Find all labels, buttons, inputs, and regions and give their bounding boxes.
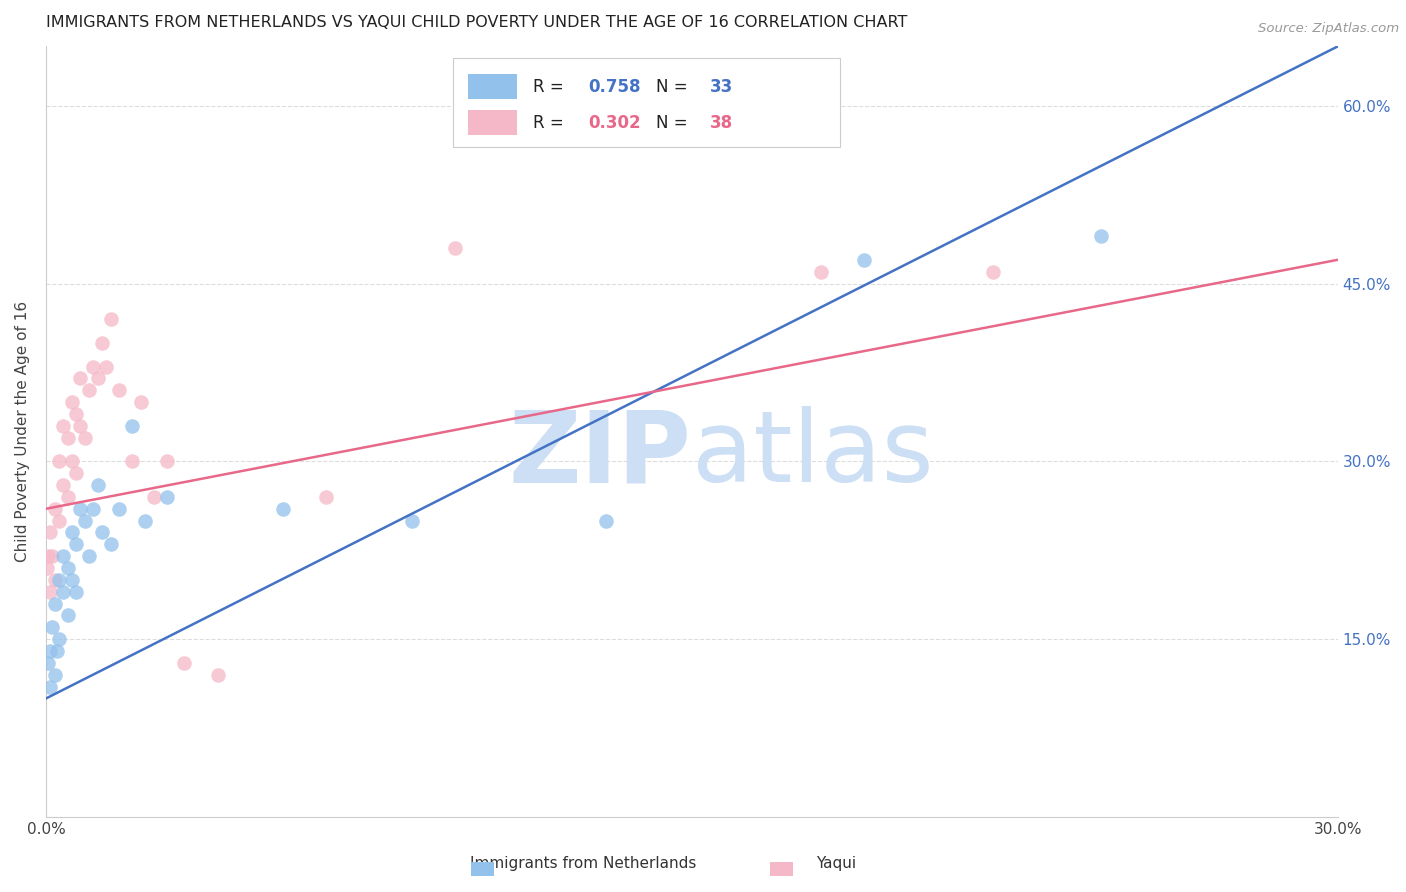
FancyBboxPatch shape — [468, 74, 517, 99]
Point — [44, 667, 66, 681]
Point — [60, 573, 83, 587]
Point — [56, 431, 79, 445]
Point — [77, 549, 100, 564]
Text: atlas: atlas — [692, 407, 934, 503]
Point — [129, 395, 152, 409]
Point — [60, 525, 83, 540]
Point — [52, 549, 75, 564]
Point — [810, 265, 832, 279]
Point — [56, 608, 79, 623]
Point — [44, 573, 66, 587]
Point — [155, 454, 177, 468]
Point — [108, 501, 131, 516]
Point — [39, 680, 62, 694]
Point — [155, 490, 177, 504]
Y-axis label: Child Poverty Under the Age of 16: Child Poverty Under the Age of 16 — [15, 301, 30, 562]
Point — [73, 514, 96, 528]
Point — [60, 454, 83, 468]
Point — [37, 656, 59, 670]
Point — [315, 490, 337, 504]
Point — [86, 371, 108, 385]
Point — [121, 454, 143, 468]
Point — [69, 371, 91, 385]
Point — [65, 467, 87, 481]
Text: 0.758: 0.758 — [589, 78, 641, 95]
Point — [86, 478, 108, 492]
Text: R =: R = — [533, 78, 569, 95]
Point — [44, 501, 66, 516]
Text: Yaqui: Yaqui — [817, 856, 856, 871]
Point — [41, 549, 63, 564]
Point — [65, 407, 87, 421]
Point — [48, 632, 70, 647]
Point — [82, 359, 104, 374]
Point — [134, 514, 156, 528]
Point — [207, 667, 229, 681]
Point — [39, 584, 62, 599]
Point — [60, 395, 83, 409]
Point — [48, 454, 70, 468]
Text: ZIP: ZIP — [509, 407, 692, 503]
Point — [595, 63, 617, 78]
Text: 0.302: 0.302 — [589, 113, 641, 132]
Point — [52, 584, 75, 599]
Point — [142, 490, 165, 504]
FancyBboxPatch shape — [453, 58, 841, 146]
Point — [48, 573, 70, 587]
Point — [444, 241, 467, 255]
Point — [1090, 229, 1112, 244]
Point — [91, 335, 114, 350]
Point — [69, 501, 91, 516]
Text: Immigrants from Netherlands: Immigrants from Netherlands — [470, 856, 697, 871]
Point — [37, 549, 59, 564]
Text: N =: N = — [655, 113, 693, 132]
Point — [853, 252, 876, 267]
Point — [45, 644, 67, 658]
Point — [44, 597, 66, 611]
Point — [56, 490, 79, 504]
Point — [52, 478, 75, 492]
Point — [56, 561, 79, 575]
Point — [100, 312, 122, 326]
Point — [271, 501, 294, 516]
Point — [52, 418, 75, 433]
Text: IMMIGRANTS FROM NETHERLANDS VS YAQUI CHILD POVERTY UNDER THE AGE OF 16 CORRELATI: IMMIGRANTS FROM NETHERLANDS VS YAQUI CHI… — [46, 15, 907, 30]
Point — [173, 656, 195, 670]
Point — [77, 383, 100, 397]
Point — [91, 525, 114, 540]
Point — [48, 514, 70, 528]
Text: 38: 38 — [710, 113, 733, 132]
Point — [37, 561, 59, 575]
Point — [41, 620, 63, 634]
Point — [82, 501, 104, 516]
Text: R =: R = — [533, 113, 569, 132]
Point — [108, 383, 131, 397]
Point — [69, 418, 91, 433]
Point — [65, 584, 87, 599]
Text: 33: 33 — [710, 78, 733, 95]
Point — [981, 265, 1004, 279]
Point — [595, 514, 617, 528]
Point — [65, 537, 87, 551]
Point — [73, 431, 96, 445]
Point — [401, 514, 423, 528]
FancyBboxPatch shape — [468, 111, 517, 135]
Point — [39, 644, 62, 658]
Point — [121, 418, 143, 433]
Text: N =: N = — [655, 78, 693, 95]
Point — [96, 359, 118, 374]
Point — [39, 525, 62, 540]
Text: Source: ZipAtlas.com: Source: ZipAtlas.com — [1258, 22, 1399, 36]
Point — [100, 537, 122, 551]
